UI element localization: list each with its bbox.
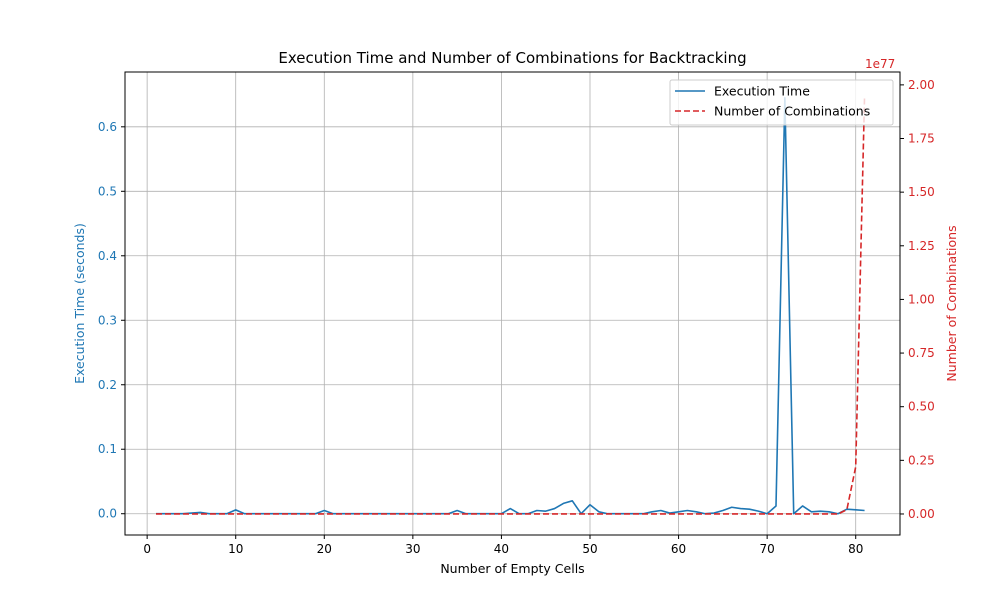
y-left-tick-label-0: 0.0 [98,507,117,521]
y-left-tick-label-0-6: 0.6 [98,120,117,134]
x-tick-label-30: 30 [405,542,420,556]
axes-frame [124,71,901,536]
y-right-tick-label-0-75: 0.75 [908,346,935,360]
y-left-tick-label-0-2: 0.2 [98,378,117,392]
x-tick-label-10: 10 [228,542,243,556]
bottom-axis: 0 10 20 30 40 50 60 70 80 [143,535,863,556]
y-right-tick-label-0: 0.00 [908,507,935,521]
y-right-tick-label-0-25: 0.25 [908,453,935,467]
legend: Execution Time Number of Combinations [669,79,894,126]
chart-title: Execution Time and Number of Combination… [278,49,746,67]
y-right-tick-label-1-5: 1.50 [908,185,935,199]
left-axis: 0.0 0.1 0.2 0.3 0.4 0.5 0.6 [98,120,125,521]
right-axis: 0.00 0.25 0.50 0.75 1.00 1.25 1.50 1.75 2.00 [900,78,935,521]
y-right-tick-label-1-75: 1.75 [908,132,935,146]
x-tick-label-20: 20 [317,542,332,556]
legend-box [669,79,894,126]
y-right-tick-label-2: 2.00 [908,78,935,92]
x-tick-label-0: 0 [143,542,151,556]
x-tick-label-50: 50 [582,542,597,556]
series-line-execution-time [156,96,865,515]
y-right-axis-title: Number of Combinations [944,225,959,381]
x-tick-label-80: 80 [848,542,863,556]
legend-label-number-of-combinations: Number of Combinations [714,104,870,119]
y-right-tick-label-1: 1.00 [908,292,935,306]
series-line-number-of-combinations [156,95,866,515]
legend-label-execution-time: Execution Time [714,84,810,99]
right-axis-offset-label: 1e77 [865,57,895,71]
x-tick-label-70: 70 [760,542,775,556]
y-left-tick-label-0-3: 0.3 [98,313,117,327]
y-left-tick-label-0-5: 0.5 [98,184,117,198]
y-right-tick-label-1-25: 1.25 [908,239,935,253]
y-left-tick-label-0-4: 0.4 [98,249,117,263]
x-tick-label-40: 40 [494,542,509,556]
y-left-tick-label-0-1: 0.1 [98,442,117,456]
x-axis-title: Number of Empty Cells [440,561,584,576]
y-left-axis-title: Execution Time (seconds) [72,223,87,384]
series-layer [156,95,866,515]
x-tick-label-60: 60 [671,542,686,556]
y-right-tick-label-0-5: 0.50 [908,400,935,414]
